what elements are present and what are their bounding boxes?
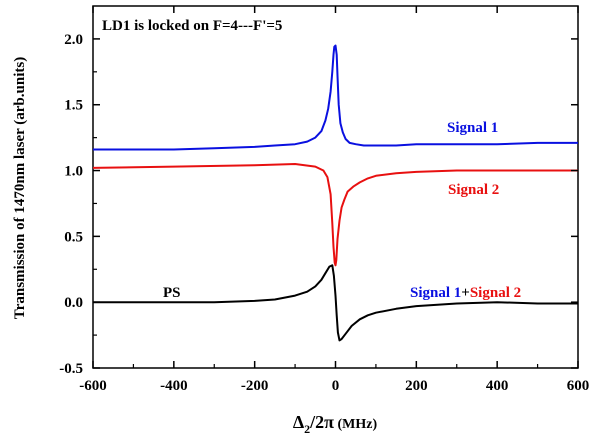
tick-layer: -600 -400 -200 0 200 400 600 -0.5 0.0 0.5 1.0 1.5 2.… (59, 6, 589, 394)
y-tick-label: 2.0 (64, 32, 83, 48)
ps-label: PS (163, 285, 181, 301)
x-tick-label: -600 (79, 378, 107, 394)
series-layer (92, 44, 578, 342)
plot-frame (92, 5, 579, 369)
signal2-label: Signal 2 (448, 182, 499, 198)
sum-label-part2: Signal 2 (470, 285, 521, 301)
x-axis-label-sub: 2 (304, 422, 310, 436)
x-axis-label-unit: (MHz) (334, 417, 377, 432)
x-axis-label-main: Δ (293, 412, 304, 432)
signal1-label: Signal 1 (447, 120, 498, 136)
sum-label: Signal 1+Signal 2 (410, 285, 521, 301)
series-line-1 (93, 44, 578, 151)
y-tick-label: 0.5 (64, 229, 83, 245)
series-line-3 (93, 264, 578, 342)
y-axis-label: Transmission of 1470nm laser (arb.units) (12, 57, 28, 319)
y-tick-label: -0.5 (59, 361, 83, 377)
x-axis-label: Δ2/2π (MHz) (293, 412, 378, 436)
sum-label-plus: + (461, 285, 470, 301)
x-tick-label: -200 (241, 378, 269, 394)
series-line-2 (92, 163, 578, 267)
y-tick-label: 0.0 (64, 295, 83, 311)
x-tick-label: 0 (332, 378, 340, 394)
y-tick-label: 1.5 (64, 98, 83, 114)
x-axis-label-rest: /2π (309, 412, 334, 432)
x-tick-label: 600 (567, 378, 590, 394)
lock-annotation: LD1 is locked on F=4---F'=5 (102, 18, 282, 34)
y-tick-label: 1.0 (64, 164, 83, 180)
x-tick-label: 400 (486, 378, 509, 394)
sum-label-part1: Signal 1 (410, 285, 461, 301)
x-tick-label: -400 (160, 378, 188, 394)
x-tick-label: 200 (405, 378, 428, 394)
